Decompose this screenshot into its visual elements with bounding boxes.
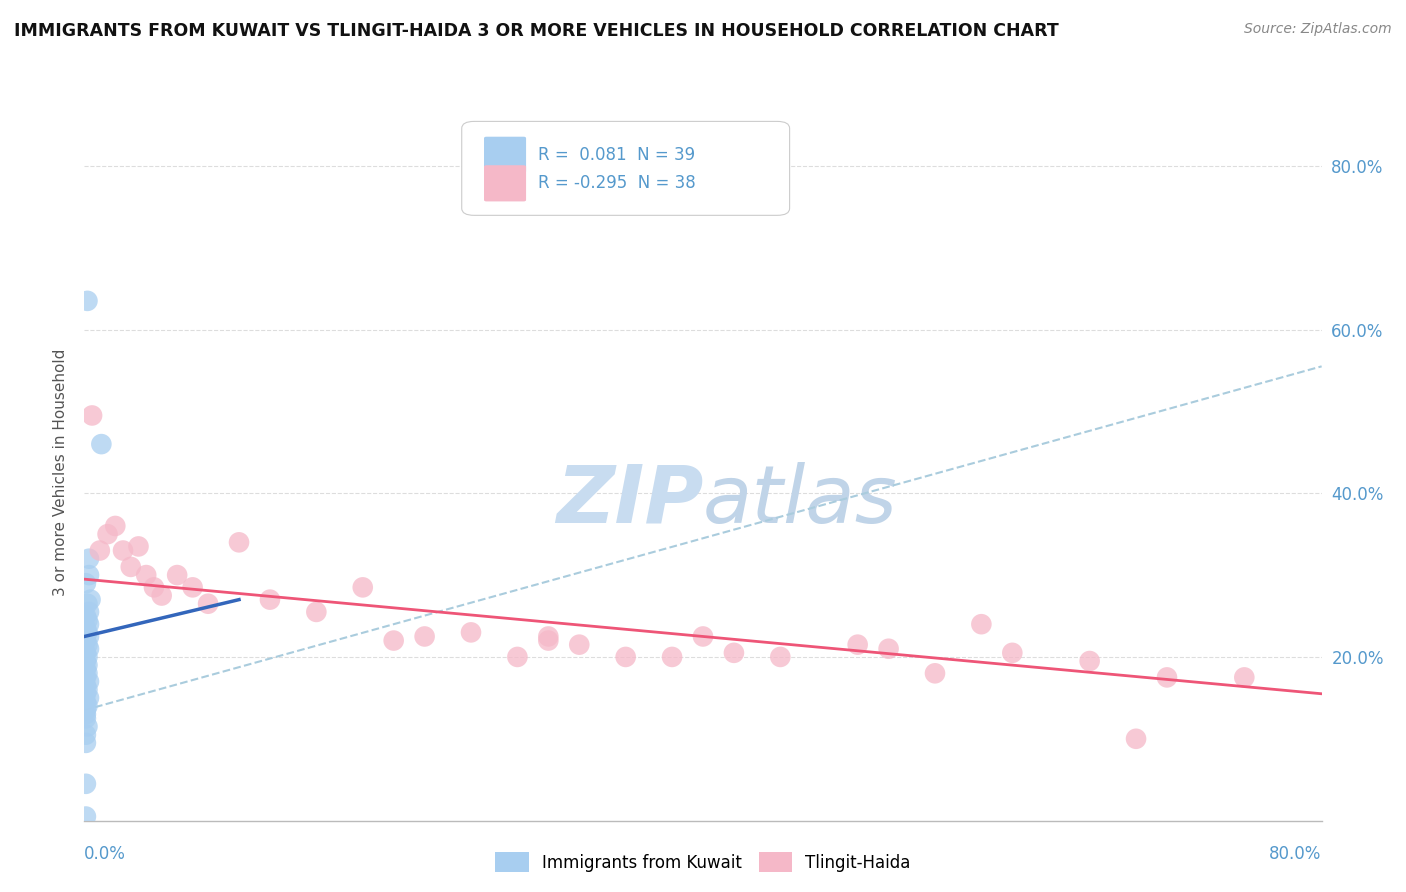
Point (96, 527, 118, 541)
Point (75, 679, 97, 693)
Point (970, 617, 993, 632)
Point (661, 649, 683, 664)
Point (76, 613, 98, 627)
Point (75, 646, 97, 660)
Point (76, 597, 98, 611)
FancyBboxPatch shape (484, 165, 526, 202)
Point (76, 666, 98, 681)
Point (79, 592, 101, 607)
Point (1125, 731, 1147, 746)
Point (723, 646, 745, 660)
Point (1233, 670, 1256, 684)
Point (166, 568, 188, 582)
Point (228, 535, 250, 549)
Point (76, 638, 98, 652)
Point (181, 580, 204, 594)
Point (77, 630, 100, 644)
Point (77, 605, 100, 619)
Point (112, 543, 135, 558)
Point (82, 409, 104, 423)
Point (76, 293, 98, 308)
Point (259, 592, 281, 607)
Point (76, 658, 98, 673)
Point (75, 703, 97, 717)
Point (143, 580, 166, 594)
Point (352, 580, 374, 594)
Point (1078, 654, 1101, 668)
Point (77, 641, 100, 656)
Point (568, 638, 591, 652)
Point (75, 633, 97, 648)
Point (460, 625, 482, 640)
Point (75, 576, 97, 591)
Point (75, 662, 97, 676)
Point (305, 605, 328, 619)
Y-axis label: 3 or more Vehicles in Household: 3 or more Vehicles in Household (52, 349, 67, 597)
Point (75, 654, 97, 668)
Point (76, 682, 98, 697)
Point (76, 699, 98, 714)
Point (506, 649, 529, 664)
Text: R =  0.081  N = 39: R = 0.081 N = 39 (538, 145, 696, 164)
Point (382, 633, 405, 648)
Point (75, 707, 97, 722)
FancyBboxPatch shape (484, 136, 526, 173)
Point (90, 437, 112, 451)
Text: ZIP: ZIP (555, 461, 703, 540)
Point (877, 641, 900, 656)
Point (77, 674, 100, 689)
Point (197, 597, 219, 611)
Text: Source: ZipAtlas.com: Source: ZipAtlas.com (1244, 22, 1392, 37)
Point (150, 589, 173, 603)
Point (1001, 646, 1024, 660)
Point (135, 568, 157, 582)
FancyBboxPatch shape (461, 121, 790, 215)
Point (77, 568, 100, 582)
Point (77, 690, 100, 705)
Point (77, 551, 100, 566)
Point (89, 543, 111, 558)
Text: 80.0%: 80.0% (1270, 845, 1322, 863)
Legend: Immigrants from Kuwait, Tlingit-Haida: Immigrants from Kuwait, Tlingit-Haida (489, 846, 917, 879)
Point (75, 687, 97, 701)
Point (75, 809, 97, 823)
Point (846, 638, 869, 652)
Point (537, 633, 560, 648)
Point (76, 649, 98, 664)
Point (614, 649, 637, 664)
Point (924, 666, 946, 681)
Text: IMMIGRANTS FROM KUWAIT VS TLINGIT-HAIDA 3 OR MORE VEHICLES IN HOUSEHOLD CORRELAT: IMMIGRANTS FROM KUWAIT VS TLINGIT-HAIDA … (14, 22, 1059, 40)
Text: 0.0%: 0.0% (84, 845, 127, 863)
Point (75, 670, 97, 684)
Point (76, 719, 98, 733)
Point (75, 711, 97, 725)
Text: atlas: atlas (703, 461, 898, 540)
Point (75, 728, 97, 742)
Point (75, 777, 97, 791)
Point (1156, 670, 1178, 684)
Point (413, 630, 436, 644)
Point (537, 630, 560, 644)
Point (77, 617, 100, 632)
Point (127, 540, 149, 554)
Text: R = -0.295  N = 38: R = -0.295 N = 38 (538, 174, 696, 193)
Point (75, 621, 97, 635)
Point (75, 609, 97, 624)
Point (104, 519, 127, 533)
Point (75, 695, 97, 709)
Point (120, 560, 142, 574)
Point (75, 736, 97, 750)
Point (769, 649, 792, 664)
Point (76, 625, 98, 640)
Point (692, 630, 714, 644)
